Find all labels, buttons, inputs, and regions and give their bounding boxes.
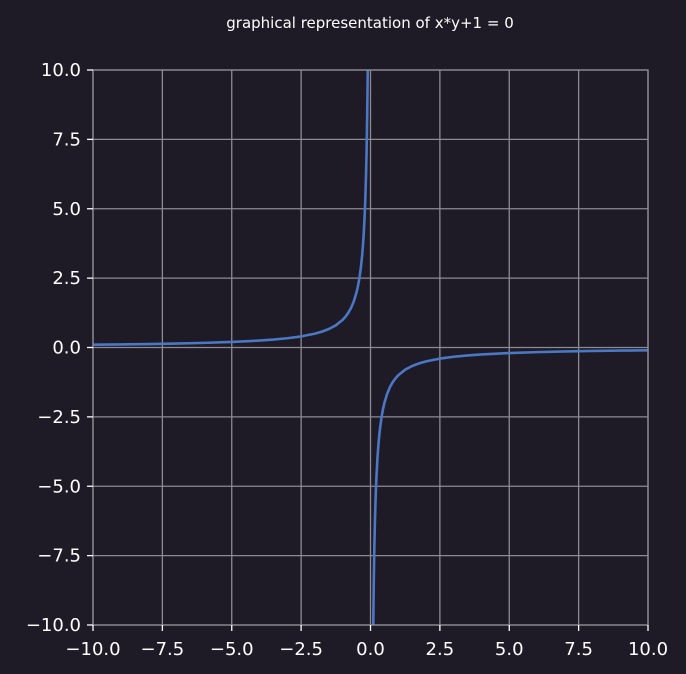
x-tick-label: 10.0 xyxy=(628,639,668,660)
y-tick-label: −10.0 xyxy=(26,615,81,636)
y-tick-label: 7.5 xyxy=(52,129,81,150)
axes: −10.0 −7.5 −5.0 −2.5 0.0 2.5 5.0 7.5 10.0 −10.0 −7… xyxy=(26,60,668,660)
series-layer xyxy=(93,70,648,625)
x-tick-label: −2.5 xyxy=(279,639,323,660)
y-tick-label: −7.5 xyxy=(37,546,81,567)
y-tick-label: 5.0 xyxy=(52,199,81,220)
x-tick-label: 0.0 xyxy=(356,639,385,660)
series-0-branch-1 xyxy=(371,348,648,625)
x-tick-label: −5.0 xyxy=(210,639,254,660)
y-tick-label: 10.0 xyxy=(41,60,81,81)
y-tick-label: 0.0 xyxy=(52,338,81,359)
y-tick-label: 2.5 xyxy=(52,268,81,289)
x-tick-label: 5.0 xyxy=(495,639,524,660)
y-tick-label: −5.0 xyxy=(37,476,81,497)
chart-title: graphical representation of x*y+1 = 0 xyxy=(226,14,513,32)
x-tick-label: 7.5 xyxy=(564,639,593,660)
x-tick-label: −7.5 xyxy=(141,639,185,660)
x-tick-label: −10.0 xyxy=(65,639,120,660)
x-tick-label: 2.5 xyxy=(426,639,455,660)
y-tick-label: −2.5 xyxy=(37,407,81,428)
series-0-branch-0 xyxy=(93,70,370,347)
